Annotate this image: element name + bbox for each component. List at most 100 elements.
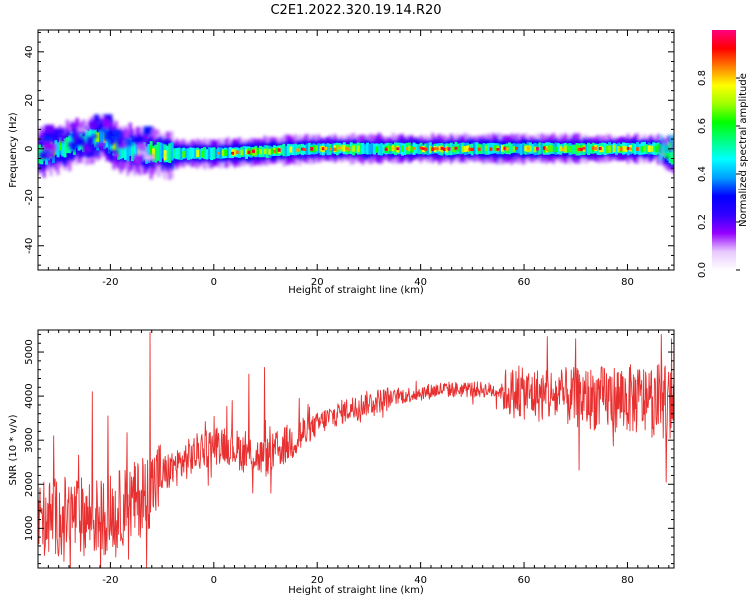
heatmap-cell	[198, 148, 202, 160]
heatmap-cell	[293, 143, 297, 156]
heatmap-cell	[591, 146, 595, 150]
heatmap-cell	[445, 146, 449, 150]
heatmap-cell	[612, 144, 616, 152]
heatmap-scatter-layer	[39, 114, 674, 164]
heatmap-cell	[224, 149, 228, 156]
heatmap-cell	[405, 147, 409, 151]
colorbar: 0.0 0.2 0.4 0.6 0.8 Normalized spectral ampl…	[697, 30, 749, 278]
heatmap-cell	[573, 144, 577, 155]
heatmap-cell	[463, 145, 467, 153]
heatmap-cell	[72, 128, 80, 138]
heatmap-cell	[660, 146, 664, 154]
heatmap-cell	[61, 140, 65, 157]
heatmap-cell	[433, 147, 437, 151]
heatmap-cell	[43, 131, 55, 141]
snr-ylabel: SNR (10 * v/v)	[8, 414, 19, 485]
snr-xlabel: Height of straight line (km)	[288, 585, 424, 596]
heatmap-cell	[91, 134, 98, 138]
heatmap-cell	[109, 135, 114, 146]
heatmap-cell	[96, 119, 106, 123]
heatmap-cell	[647, 145, 651, 153]
heatmap-cell	[375, 146, 379, 153]
heatmap-cell	[60, 136, 65, 143]
heatmap-cell	[168, 143, 172, 163]
heatmap-cell	[98, 142, 105, 148]
heatmap-cell	[671, 140, 674, 149]
heatmap-cell	[182, 151, 186, 158]
snr-xtick-label: 80	[621, 575, 634, 586]
heatmap-cell	[331, 143, 335, 154]
heatmap-cell	[494, 145, 497, 151]
heatmap-cell	[556, 143, 560, 155]
heatmap-cell	[70, 123, 76, 128]
spectrogram-axes: -20 0 20 40 60 80 -40 -20 0 20 40	[24, 29, 675, 288]
heatmap-cell	[480, 144, 484, 155]
heatmap-cell	[645, 144, 649, 155]
heatmap-cell	[161, 143, 165, 159]
heatmap-cell	[217, 151, 221, 155]
heatmap-cell	[652, 142, 656, 155]
heatmap-cell	[270, 147, 274, 155]
heatmap-cell	[424, 147, 428, 151]
heatmap-cell	[106, 150, 118, 154]
heatmap-cell	[235, 150, 239, 154]
heatmap-cell	[100, 126, 104, 147]
heatmap-cell	[158, 142, 162, 163]
heatmap-cell	[487, 143, 491, 155]
heatmap-cell	[662, 143, 665, 151]
heatmap-cell	[81, 131, 86, 137]
heatmap-cell	[170, 142, 174, 161]
heatmap-cell	[559, 145, 563, 152]
colorbar-tick-label: 0.8	[697, 70, 708, 86]
heatmap-cell	[56, 142, 60, 158]
heatmap-cell	[200, 150, 204, 158]
heatmap-cell	[662, 138, 666, 146]
heatmap-cell	[452, 146, 456, 153]
heatmap-cell	[291, 144, 295, 156]
heatmap-cell	[663, 148, 667, 159]
heatmap-cell	[638, 143, 642, 156]
heatmap-cell	[668, 152, 672, 164]
heatmap-cell	[43, 142, 54, 150]
heatmap-cell	[70, 141, 77, 151]
heatmap-cell	[431, 147, 435, 151]
heatmap-cell	[510, 143, 514, 154]
heatmap-cell	[356, 145, 360, 153]
heatmap-cell	[605, 145, 609, 153]
heatmap-cell	[517, 143, 521, 154]
heatmap-cell	[214, 148, 218, 159]
heatmap-cell	[414, 143, 418, 154]
heatmap-cell	[57, 128, 65, 135]
heatmap-cell	[219, 147, 223, 160]
heatmap-cell	[186, 148, 190, 161]
heatmap-cell	[440, 146, 444, 150]
heatmap-cell	[312, 145, 316, 153]
heatmap-cell	[482, 143, 486, 155]
heatmap-cell	[461, 145, 465, 153]
heatmap-cell	[119, 144, 123, 160]
heatmap-cell	[477, 147, 481, 151]
colorbar-label: Normalized spectral amplitude	[738, 73, 749, 227]
heatmap-cell	[47, 151, 55, 158]
heatmap-cell	[136, 142, 146, 149]
heatmap-cell	[88, 120, 98, 130]
heatmap-cell	[540, 143, 544, 154]
heatmap-cell	[547, 145, 551, 153]
heatmap-cell	[233, 149, 237, 156]
heatmap-cell	[660, 141, 663, 149]
heatmap-cell	[87, 136, 94, 147]
heatmap-cell	[196, 149, 200, 157]
heatmap-cell	[419, 146, 423, 150]
heatmap-cell	[94, 114, 100, 123]
heatmap-cell	[601, 146, 605, 153]
spectrogram-xtick-label: 60	[518, 277, 531, 288]
heatmap-cell	[147, 143, 151, 163]
heatmap-cell	[660, 151, 664, 159]
figure-title: C2E1.2022.320.19.14.R20	[270, 3, 441, 18]
heatmap-cell	[391, 146, 395, 151]
heatmap-cell	[449, 142, 453, 156]
heatmap-cell	[321, 147, 325, 151]
heatmap-cell	[154, 144, 158, 163]
spectrogram-ytick-label: 20	[24, 94, 35, 107]
